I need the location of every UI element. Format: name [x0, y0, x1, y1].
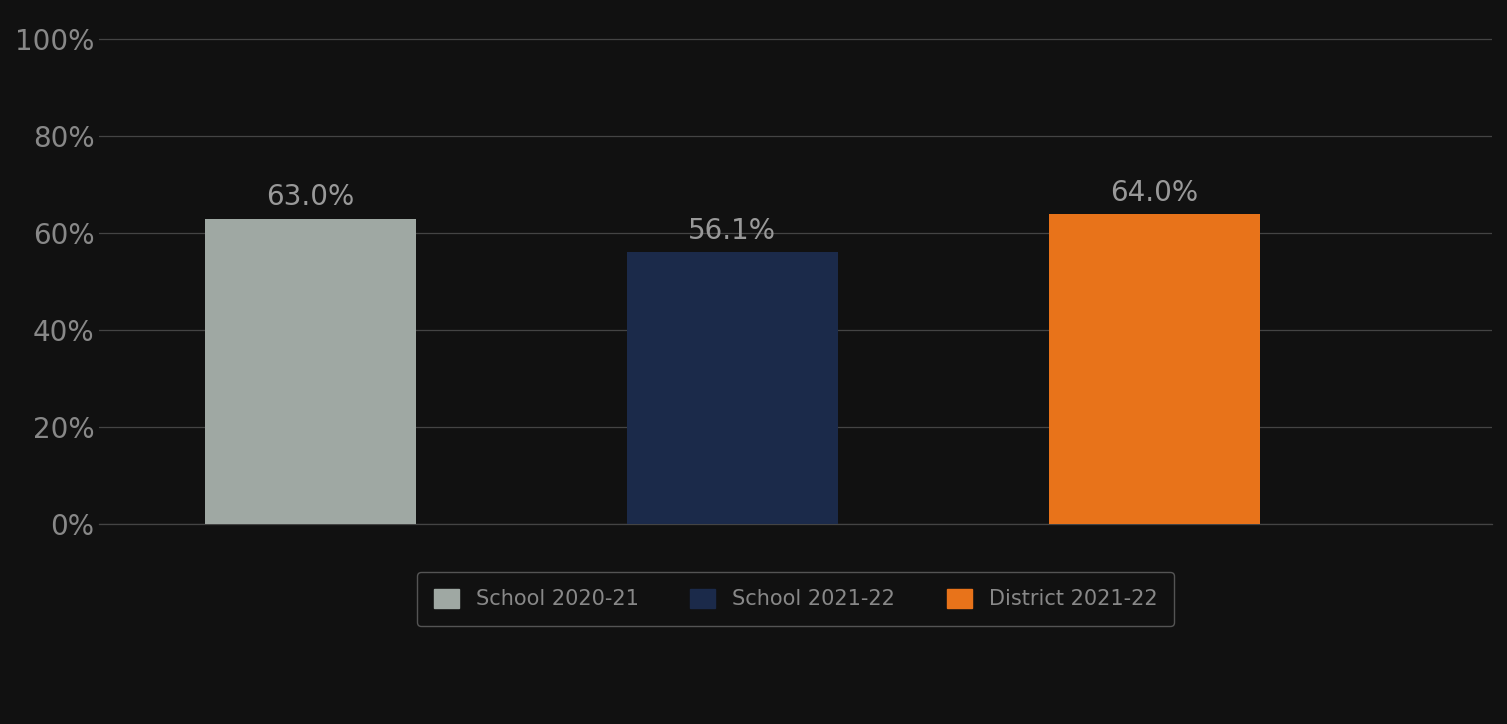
- Text: 63.0%: 63.0%: [267, 183, 354, 211]
- Legend: School 2020-21, School 2021-22, District 2021-22: School 2020-21, School 2021-22, District…: [417, 572, 1174, 626]
- Text: 64.0%: 64.0%: [1111, 179, 1198, 206]
- Text: 56.1%: 56.1%: [689, 217, 776, 245]
- Bar: [627, 252, 838, 524]
- Bar: [1049, 214, 1260, 524]
- Bar: [205, 219, 416, 524]
